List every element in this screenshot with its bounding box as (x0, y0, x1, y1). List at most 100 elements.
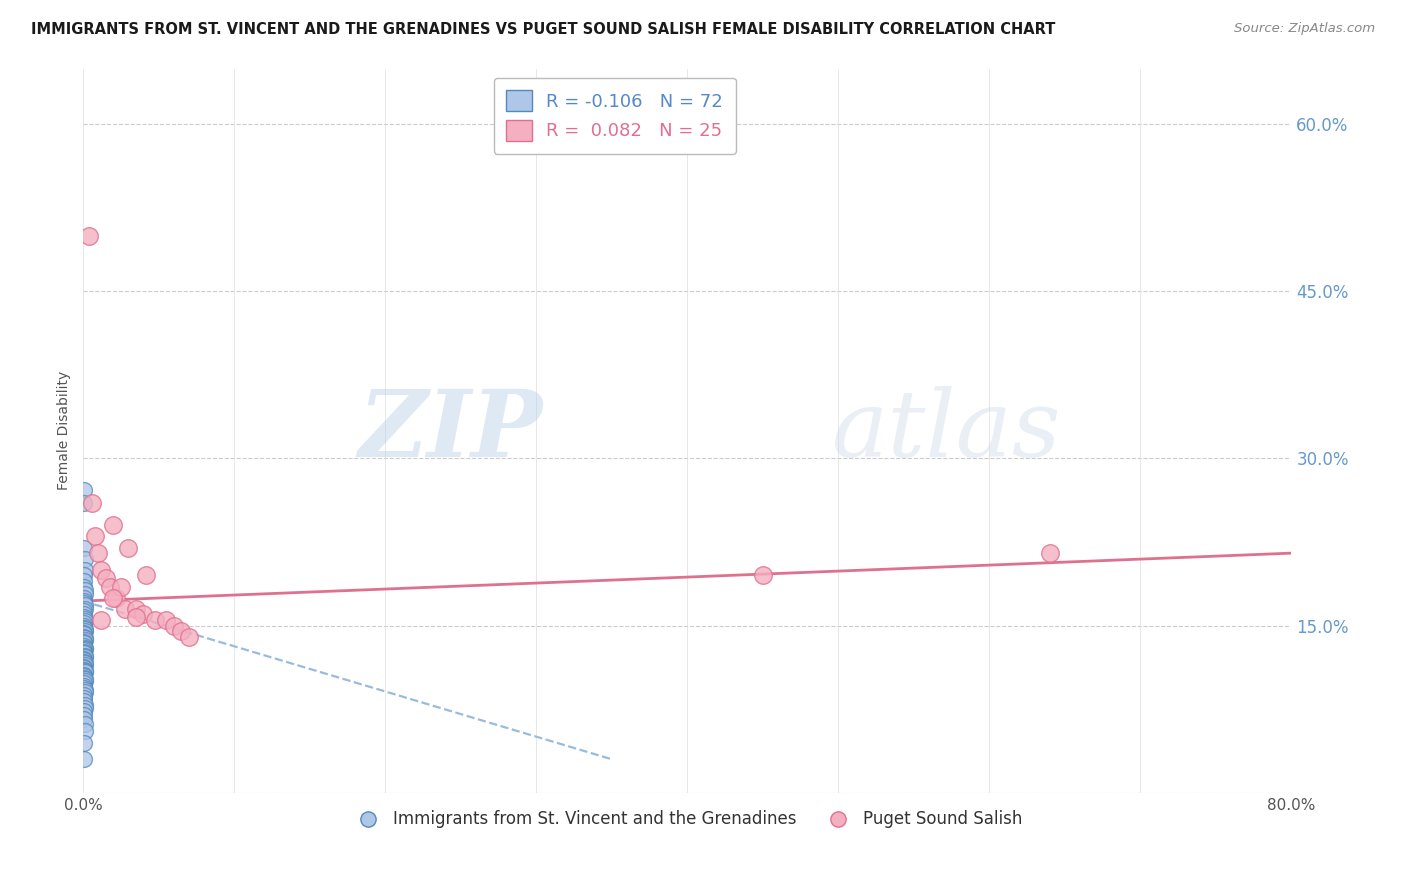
Point (117, 541, 139, 555)
Point (73, 630, 96, 644)
Point (73, 694, 96, 708)
Point (80, 496, 103, 510)
Point (73, 672, 96, 686)
Point (73, 627, 96, 641)
Point (73, 609, 96, 624)
Point (73, 580, 96, 594)
Point (90, 563, 112, 577)
Point (73, 716, 96, 731)
Point (73, 574, 96, 588)
Point (75, 614, 97, 628)
Point (73, 622, 96, 636)
Point (73, 707, 96, 722)
Point (73, 683, 96, 698)
Point (73, 688, 96, 702)
Point (73, 643, 96, 657)
Point (132, 607, 155, 622)
Point (75, 701, 97, 715)
Point (73, 591, 96, 605)
Text: Source: ZipAtlas.com: Source: ZipAtlas.com (1234, 22, 1375, 36)
Text: ZIP: ZIP (359, 385, 543, 475)
Text: IMMIGRANTS FROM ST. VINCENT AND THE GRENADINES VS PUGET SOUND SALISH FEMALE DISA: IMMIGRANTS FROM ST. VINCENT AND THE GREN… (31, 22, 1056, 37)
Point (73, 568, 96, 582)
Point (73, 621, 96, 635)
Point (73, 668, 96, 682)
Point (73, 612, 96, 626)
Point (75, 665, 97, 680)
Point (73, 626, 96, 640)
Point (110, 580, 132, 594)
Point (73, 635, 96, 649)
Point (73, 604, 96, 618)
Point (73, 698, 96, 712)
Point (73, 636, 96, 650)
Point (84, 529, 107, 543)
Point (75, 602, 97, 616)
Point (73, 671, 96, 685)
Point (105, 591, 128, 605)
Point (73, 639, 96, 653)
Point (73, 681, 96, 695)
Point (73, 661, 96, 675)
Point (90, 613, 112, 627)
Point (73, 664, 96, 678)
Point (73, 712, 96, 726)
Point (73, 690, 96, 705)
Text: atlas: atlas (832, 385, 1062, 475)
Point (73, 607, 96, 622)
Point (87, 546, 110, 560)
Point (125, 609, 148, 624)
Point (73, 652, 96, 666)
Point (73, 541, 96, 555)
Point (73, 667, 96, 681)
Point (73, 648, 96, 663)
Point (73, 582, 96, 597)
Point (73, 645, 96, 659)
Point (75, 724, 97, 739)
Point (751, 568, 773, 582)
Point (73, 676, 96, 690)
Point (162, 618, 184, 632)
Point (73, 599, 96, 613)
Point (177, 630, 200, 644)
Point (73, 657, 96, 671)
Point (103, 518, 125, 533)
Point (73, 616, 96, 631)
Point (73, 735, 96, 749)
Point (73, 663, 96, 677)
Point (94, 571, 117, 585)
Point (135, 568, 157, 582)
Point (73, 596, 96, 610)
Point (73, 659, 96, 673)
Point (75, 563, 97, 577)
Point (73, 647, 96, 661)
Point (75, 674, 97, 689)
Point (73, 631, 96, 645)
Point (114, 602, 136, 616)
Point (73, 618, 96, 632)
Point (170, 624, 193, 639)
Y-axis label: Female Disability: Female Disability (58, 371, 72, 491)
Point (75, 633, 97, 648)
Point (77, 228, 100, 243)
Legend: Immigrants from St. Vincent and the Grenadines, Puget Sound Salish: Immigrants from St. Vincent and the Gren… (344, 804, 1029, 835)
Point (73, 752, 96, 766)
Point (73, 551, 96, 566)
Point (73, 594, 96, 608)
Point (75, 657, 97, 672)
Point (73, 653, 96, 667)
Point (98, 580, 121, 594)
Point (75, 624, 97, 639)
Point (1039, 546, 1062, 560)
Point (73, 704, 96, 718)
Point (103, 591, 125, 605)
Point (155, 613, 177, 627)
Point (145, 613, 167, 627)
Point (73, 483, 96, 497)
Point (75, 587, 97, 601)
Point (75, 642, 97, 657)
Point (75, 685, 97, 699)
Point (125, 602, 148, 616)
Point (73, 496, 96, 510)
Point (73, 656, 96, 670)
